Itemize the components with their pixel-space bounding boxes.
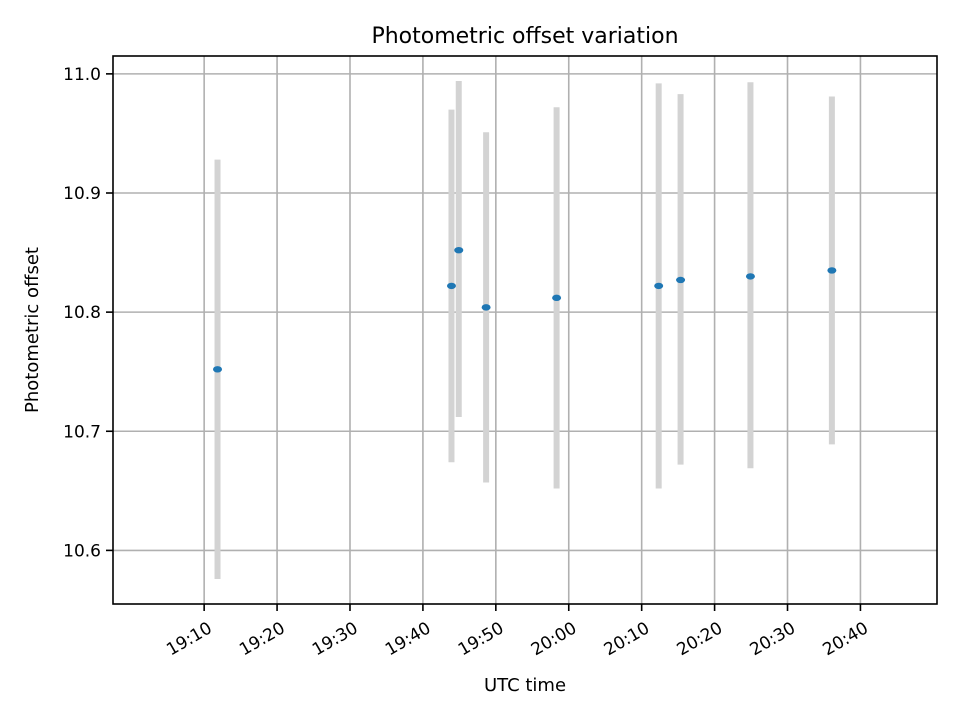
y-axis-label: Photometric offset xyxy=(22,247,43,413)
data-point xyxy=(552,294,562,302)
data-point xyxy=(446,282,456,290)
x-tick-label: 19:30 xyxy=(309,618,361,660)
x-tick-label: 19:50 xyxy=(455,618,507,660)
y-tick-label: 10.9 xyxy=(63,184,101,204)
x-tick-label: 19:20 xyxy=(236,618,288,660)
x-tick-label: 20:20 xyxy=(674,618,726,660)
y-tick-label: 10.8 xyxy=(63,303,101,323)
error-bars xyxy=(214,81,835,579)
data-point xyxy=(745,273,755,280)
plot-frame xyxy=(112,55,938,605)
data-point xyxy=(454,246,464,254)
x-tick-label: 19:10 xyxy=(163,618,215,660)
x-tick-label: 20:00 xyxy=(528,618,580,660)
x-axis-ticks: 19:10 19:20 19:30 19:40 19:50 20:00 20:10 20:20… xyxy=(163,604,872,660)
x-tick-label: 19:40 xyxy=(382,618,434,660)
y-tick-label: 10.7 xyxy=(63,422,101,442)
y-axis-ticks: 10.6 10.7 10.8 10.9 11.0 xyxy=(63,65,113,561)
data-point xyxy=(654,282,664,290)
x-tick-label: 20:30 xyxy=(747,618,799,660)
data-point xyxy=(481,304,491,311)
x-axis-label: UTC time xyxy=(484,675,566,696)
y-tick-label: 11.0 xyxy=(63,65,101,85)
data-point xyxy=(827,267,837,274)
x-tick-label: 20:40 xyxy=(819,618,871,660)
grid-lines xyxy=(113,56,937,604)
chart-title: Photometric offset variation xyxy=(371,24,678,49)
data-point xyxy=(213,366,223,373)
y-tick-label: 10.6 xyxy=(63,541,101,561)
data-points xyxy=(213,246,837,373)
x-tick-label: 20:10 xyxy=(601,618,653,660)
data-point xyxy=(676,276,686,284)
